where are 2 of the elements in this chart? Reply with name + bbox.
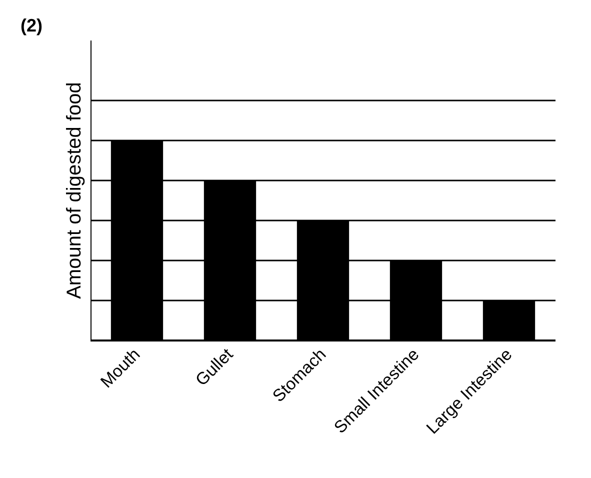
y-axis-title: Amount of digested food (64, 82, 86, 299)
chart-title: (2) (20, 16, 43, 36)
